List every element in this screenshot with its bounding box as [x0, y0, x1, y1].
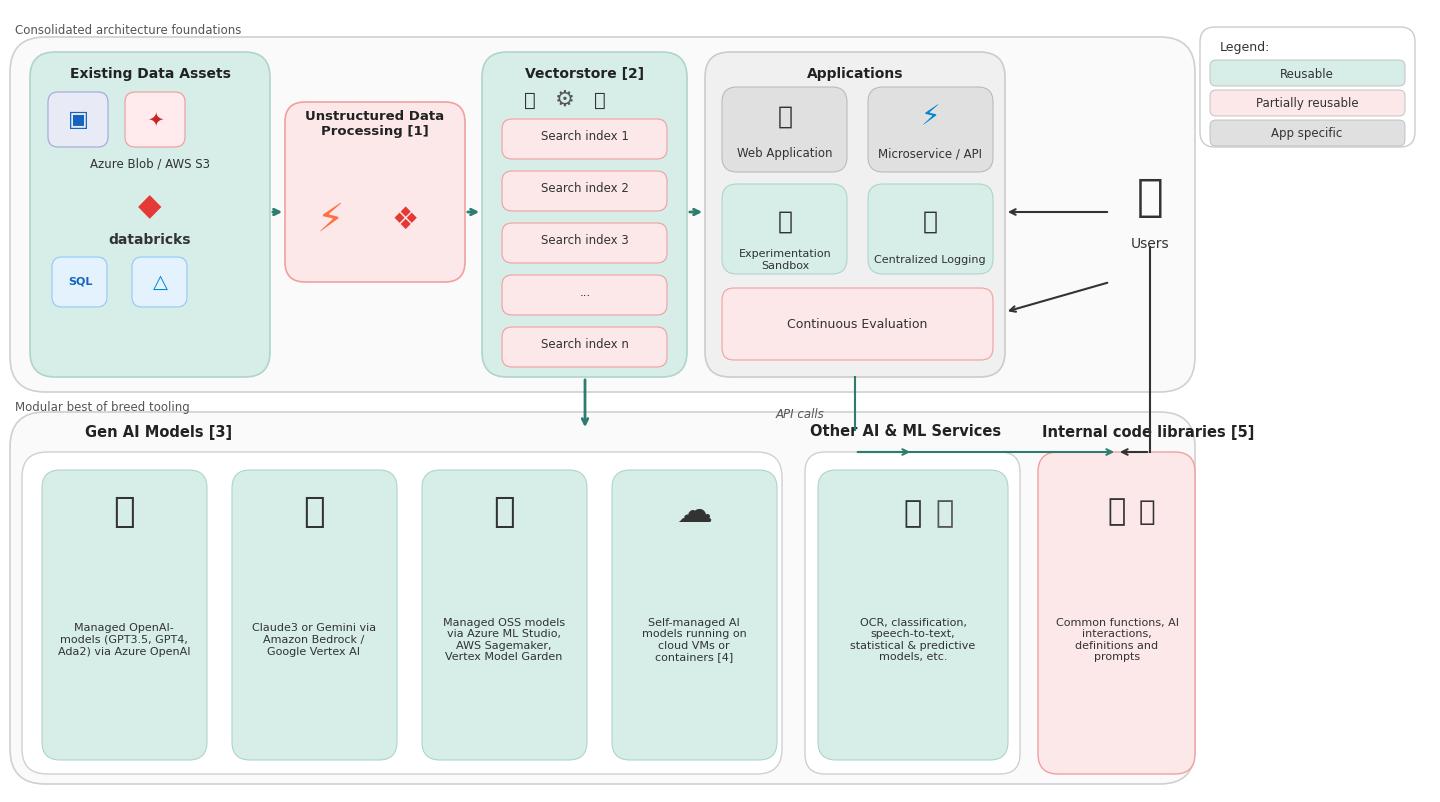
Text: Existing Data Assets: Existing Data Assets [69, 67, 230, 81]
FancyBboxPatch shape [482, 52, 687, 377]
Text: ⚡: ⚡ [920, 103, 940, 131]
FancyBboxPatch shape [1210, 120, 1405, 146]
FancyBboxPatch shape [52, 257, 107, 307]
Text: API calls: API calls [776, 408, 824, 422]
Text: Vectorstore [2]: Vectorstore [2] [526, 67, 645, 81]
Text: 🐍: 🐍 [1139, 498, 1155, 526]
Text: Self-managed AI
models running on
cloud VMs or
containers [4]: Self-managed AI models running on cloud … [642, 618, 746, 662]
Text: ⚡: ⚡ [317, 201, 344, 239]
FancyBboxPatch shape [818, 470, 1008, 760]
FancyBboxPatch shape [503, 327, 667, 367]
Text: ⚙: ⚙ [554, 90, 575, 110]
FancyBboxPatch shape [1200, 27, 1416, 147]
Text: Claude3 or Gemini via
Amazon Bedrock /
Google Vertex AI: Claude3 or Gemini via Amazon Bedrock / G… [252, 623, 376, 657]
Text: ...: ... [579, 286, 590, 299]
FancyBboxPatch shape [612, 470, 778, 760]
Text: 📊: 📊 [778, 210, 792, 234]
Text: Other AI & ML Services: Other AI & ML Services [809, 424, 1001, 439]
Text: 📈: 📈 [923, 210, 937, 234]
Text: Legend:: Legend: [1220, 40, 1270, 54]
FancyBboxPatch shape [42, 470, 207, 760]
FancyBboxPatch shape [721, 288, 994, 360]
Text: ☁: ☁ [675, 495, 711, 529]
FancyBboxPatch shape [22, 452, 782, 774]
FancyBboxPatch shape [132, 257, 187, 307]
Text: Reusable: Reusable [1280, 67, 1333, 80]
FancyBboxPatch shape [48, 92, 108, 147]
FancyBboxPatch shape [30, 52, 271, 377]
Text: Gen AI Models [3]: Gen AI Models [3] [85, 424, 232, 439]
FancyBboxPatch shape [1038, 452, 1195, 774]
Text: Modular best of breed tooling: Modular best of breed tooling [14, 400, 190, 414]
Text: △: △ [153, 273, 167, 291]
Text: Search index 1: Search index 1 [541, 131, 629, 144]
FancyBboxPatch shape [10, 412, 1195, 784]
Text: Unstructured Data
Processing [1]: Unstructured Data Processing [1] [305, 110, 445, 138]
Text: 🎓: 🎓 [595, 91, 606, 110]
Text: ❖: ❖ [392, 205, 419, 234]
FancyBboxPatch shape [868, 87, 994, 172]
Text: Search index 3: Search index 3 [541, 234, 629, 248]
Text: Centralized Logging: Centralized Logging [874, 255, 986, 265]
FancyBboxPatch shape [503, 275, 667, 315]
Text: ▣: ▣ [68, 110, 88, 130]
Text: 🌐: 🌐 [304, 495, 325, 529]
FancyBboxPatch shape [503, 171, 667, 211]
FancyBboxPatch shape [285, 102, 465, 282]
FancyBboxPatch shape [503, 223, 667, 263]
Text: 🤖: 🤖 [114, 495, 135, 529]
Text: SQL: SQL [68, 277, 92, 287]
Text: 🔍: 🔍 [524, 91, 536, 110]
Text: Managed OSS models
via Azure ML Studio,
AWS Sagemaker,
Vertex Model Garden: Managed OSS models via Azure ML Studio, … [444, 618, 564, 662]
FancyBboxPatch shape [232, 470, 397, 760]
FancyBboxPatch shape [1210, 90, 1405, 116]
Text: ✦: ✦ [147, 111, 163, 129]
Text: 📦: 📦 [1107, 497, 1126, 526]
Text: 🔬: 🔬 [492, 495, 516, 529]
Text: Common functions, AI
interactions,
definitions and
prompts: Common functions, AI interactions, defin… [1056, 618, 1178, 662]
FancyBboxPatch shape [422, 470, 588, 760]
FancyBboxPatch shape [10, 37, 1195, 392]
Text: 👥: 👥 [1136, 176, 1164, 218]
FancyBboxPatch shape [721, 184, 847, 274]
Text: OCR, classification,
speech-to-text,
statistical & predictive
models, etc.: OCR, classification, speech-to-text, sta… [851, 618, 976, 662]
Text: 💻: 💻 [778, 105, 792, 129]
Text: Applications: Applications [806, 67, 903, 81]
Text: Consolidated architecture foundations: Consolidated architecture foundations [14, 23, 242, 37]
FancyBboxPatch shape [503, 119, 667, 159]
Text: Users: Users [1130, 237, 1169, 251]
Text: Internal code libraries [5]: Internal code libraries [5] [1043, 424, 1254, 439]
Text: Search index 2: Search index 2 [541, 183, 629, 196]
Text: ◆: ◆ [138, 192, 161, 221]
FancyBboxPatch shape [1210, 60, 1405, 86]
FancyBboxPatch shape [805, 452, 1020, 774]
FancyBboxPatch shape [721, 87, 847, 172]
FancyBboxPatch shape [125, 92, 184, 147]
Text: Azure Blob / AWS S3: Azure Blob / AWS S3 [89, 157, 210, 171]
Text: Continuous Evaluation: Continuous Evaluation [786, 318, 927, 330]
FancyBboxPatch shape [706, 52, 1005, 377]
Text: Web Application: Web Application [737, 148, 832, 160]
Text: 📄: 📄 [904, 500, 922, 529]
Text: Search index n: Search index n [541, 338, 629, 351]
Text: 〜: 〜 [936, 500, 955, 529]
Text: Managed OpenAI-
models (GPT3.5, GPT4,
Ada2) via Azure OpenAI: Managed OpenAI- models (GPT3.5, GPT4, Ad… [58, 623, 190, 657]
FancyBboxPatch shape [868, 184, 994, 274]
Text: Partially reusable: Partially reusable [1256, 98, 1358, 111]
Text: databricks: databricks [109, 233, 192, 247]
Text: Microservice / API: Microservice / API [878, 148, 982, 160]
Text: App specific: App specific [1272, 128, 1342, 140]
Text: Experimentation
Sandbox: Experimentation Sandbox [739, 249, 831, 271]
